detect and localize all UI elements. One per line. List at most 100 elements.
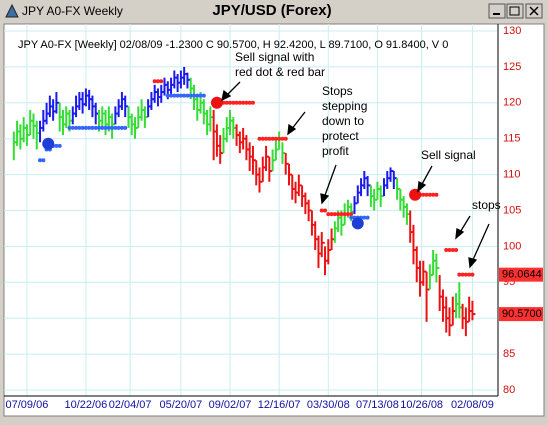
annotation: stepping	[322, 99, 367, 113]
annotation: red dot & red bar	[235, 65, 325, 79]
stop-dot	[244, 100, 249, 105]
x-tick-label: 12/16/07	[258, 399, 301, 411]
y-tick-label: 120	[503, 97, 521, 109]
stop-dot	[250, 100, 255, 105]
stop-dot	[362, 215, 367, 220]
stop-dot	[339, 212, 344, 217]
x-tick-label: 09/02/07	[209, 399, 252, 411]
y-tick-label: 115	[503, 133, 521, 145]
stop-dot	[119, 125, 124, 130]
stop-dot	[77, 125, 82, 130]
stop-dot	[463, 272, 468, 277]
stop-dot	[90, 125, 95, 130]
stop-dot	[188, 93, 193, 98]
stop-dot	[93, 125, 98, 130]
price-label: 90.5700	[502, 308, 542, 320]
stop-dot	[444, 247, 449, 252]
stop-dot	[74, 125, 79, 130]
stop-dot	[80, 125, 85, 130]
stop-dot	[195, 93, 200, 98]
window-title: JPY A0-FX Weekly	[22, 4, 123, 18]
stop-dot	[365, 215, 370, 220]
stop-dot	[198, 93, 203, 98]
stop-dot	[159, 79, 164, 84]
stop-dot	[277, 136, 282, 141]
stop-dot	[178, 93, 183, 98]
stop-dot	[54, 143, 59, 148]
maximize-button[interactable]	[506, 3, 524, 19]
arrow-head	[320, 193, 330, 205]
window-buttons	[488, 3, 543, 19]
stop-dot	[447, 247, 452, 252]
stop-dot	[83, 125, 88, 130]
y-tick-label: 130	[503, 25, 521, 37]
stop-dot	[424, 192, 429, 197]
stop-dot	[421, 192, 426, 197]
price-label: 96.0644	[502, 269, 542, 281]
arrow-head	[455, 228, 465, 240]
stop-dot	[185, 93, 190, 98]
stop-dot	[336, 212, 341, 217]
stop-dot	[427, 192, 432, 197]
arrow-head	[417, 181, 427, 193]
stop-dot	[257, 136, 262, 141]
stop-dot	[237, 100, 242, 105]
stop-dot	[123, 125, 128, 130]
stop-dot	[349, 212, 354, 217]
annotation: stops	[472, 198, 501, 212]
stop-dot	[182, 93, 187, 98]
arrow	[323, 164, 337, 199]
chart-area	[3, 23, 545, 417]
stop-dot	[100, 125, 105, 130]
x-tick-label: 05/20/07	[159, 399, 202, 411]
annotation: Stops	[322, 84, 353, 98]
stop-dot	[454, 247, 459, 252]
y-tick-label: 125	[503, 61, 521, 73]
stop-dot	[332, 212, 337, 217]
stop-dot	[41, 158, 46, 163]
stop-dot	[172, 93, 177, 98]
stop-dot	[224, 100, 229, 105]
stop-dot	[234, 100, 239, 105]
stop-dot	[329, 212, 334, 217]
stop-dot	[323, 208, 328, 213]
marks	[12, 66, 476, 337]
arrow-head	[287, 123, 297, 136]
stop-dot	[103, 125, 108, 130]
stop-dot	[191, 93, 196, 98]
chart-title: JPY/USD (Forex)	[212, 2, 331, 19]
signal-dot	[42, 137, 55, 150]
stop-dot	[460, 272, 465, 277]
chart-header: JPY A0-FX [Weekly] 02/08/09 -1.2300 C 90…	[18, 39, 448, 51]
annotation: profit	[322, 144, 349, 158]
stop-dot	[450, 247, 455, 252]
stop-dot	[70, 125, 75, 130]
x-tick-label: 07/09/06	[6, 399, 49, 411]
annotation: protect	[322, 129, 359, 143]
stop-dot	[113, 125, 118, 130]
annotation: Sell signal	[421, 148, 476, 162]
y-tick-label: 85	[503, 348, 515, 360]
annotation: Sell signal with	[235, 50, 314, 64]
y-tick-label: 105	[503, 204, 521, 216]
arrow-head	[468, 257, 478, 269]
stop-dot	[467, 272, 472, 277]
stop-dot	[96, 125, 101, 130]
stop-dot	[175, 93, 180, 98]
title-bar	[1, 1, 547, 22]
arrow	[420, 165, 433, 187]
minimize-button[interactable]	[488, 3, 506, 19]
app-icon	[5, 3, 19, 18]
annotation: down to	[322, 114, 364, 128]
stop-dot	[434, 192, 439, 197]
stop-dot	[270, 136, 275, 141]
stop-dot	[106, 125, 111, 130]
y-tick-label: 80	[503, 384, 515, 396]
stop-dot	[349, 215, 354, 220]
price-label-box	[499, 307, 543, 322]
arrows	[221, 81, 490, 269]
stop-dot	[283, 136, 288, 141]
arrow-head	[221, 89, 232, 102]
stop-dot	[267, 136, 272, 141]
x-tick-label: 02/04/07	[109, 399, 152, 411]
